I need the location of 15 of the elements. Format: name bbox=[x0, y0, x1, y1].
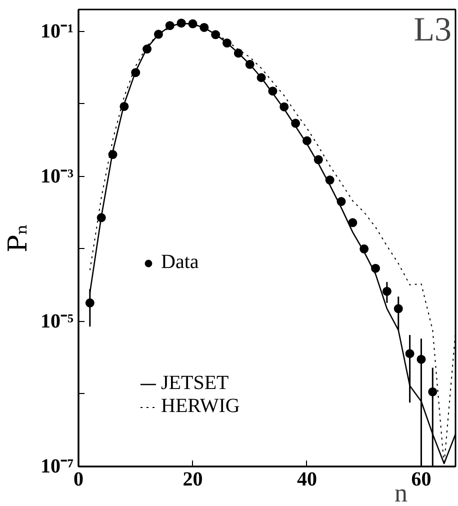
legend-label: HERWIG bbox=[161, 395, 240, 418]
legend-label: JETSET bbox=[161, 372, 229, 395]
y-tick-label: 10⁻⁵ bbox=[40, 310, 74, 332]
y-tick-label: 10⁻¹ bbox=[40, 20, 74, 42]
y-tick-label: 10⁻³ bbox=[40, 165, 74, 188]
legend-label: Data bbox=[161, 251, 199, 274]
y-axis-title: Pₙ bbox=[4, 224, 34, 252]
point bbox=[348, 218, 358, 228]
x-tick-label: 60 bbox=[411, 468, 432, 490]
annotation: L3 bbox=[414, 12, 452, 48]
y-tick-label: 10⁻⁷ bbox=[40, 456, 74, 478]
x-tick-label: 0 bbox=[74, 468, 84, 490]
x-tick-label: 40 bbox=[296, 468, 317, 490]
x-axis-title: n bbox=[394, 478, 408, 506]
x-tick-label: 20 bbox=[182, 468, 203, 490]
